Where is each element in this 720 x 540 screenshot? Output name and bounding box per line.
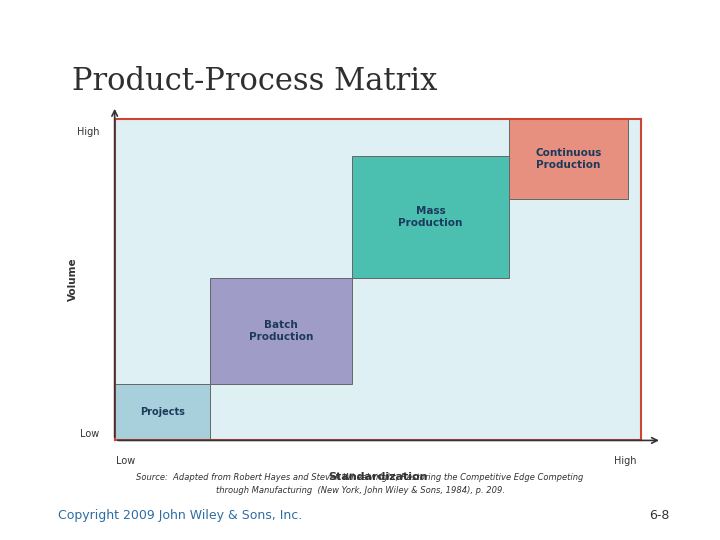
- Text: Low: Low: [80, 429, 99, 438]
- Text: High: High: [77, 127, 99, 137]
- Text: High: High: [613, 456, 636, 466]
- Text: 6-8: 6-8: [649, 509, 670, 522]
- Text: Projects: Projects: [140, 407, 185, 417]
- Text: Low: Low: [116, 456, 135, 466]
- Bar: [210, 278, 351, 384]
- Text: Continuous
Production: Continuous Production: [536, 148, 602, 170]
- Text: through Manufacturing  (New York, John Wiley & Sons, 1984), p. 209.: through Manufacturing (New York, John Wi…: [215, 486, 505, 495]
- Text: Mass
Production: Mass Production: [398, 206, 463, 227]
- Text: Volume: Volume: [68, 258, 78, 301]
- Text: Product-Process Matrix: Product-Process Matrix: [72, 65, 437, 97]
- Text: Standardization: Standardization: [328, 472, 428, 482]
- Bar: [115, 384, 210, 440]
- Bar: [509, 119, 628, 199]
- Bar: [351, 156, 510, 278]
- Text: Source:  Adapted from Robert Hayes and Steven Wheelwright, Restoring the Competi: Source: Adapted from Robert Hayes and St…: [136, 474, 584, 482]
- Text: Copyright 2009 John Wiley & Sons, Inc.: Copyright 2009 John Wiley & Sons, Inc.: [58, 509, 302, 522]
- Text: Batch
Production: Batch Production: [248, 320, 313, 342]
